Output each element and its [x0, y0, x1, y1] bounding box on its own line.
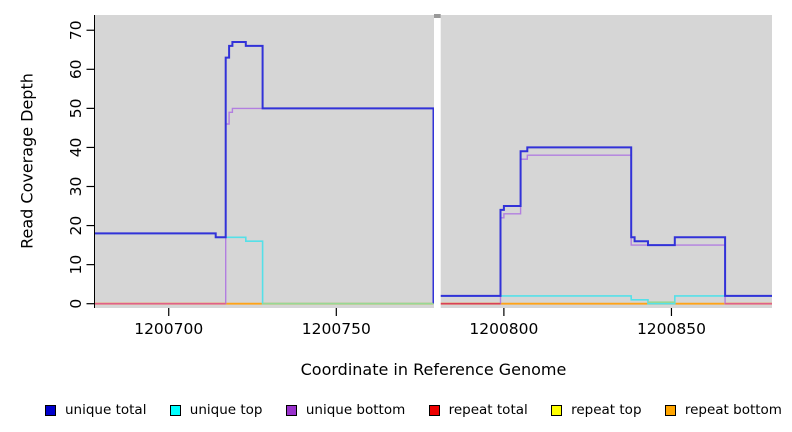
x-tick-label: 1200700 — [134, 320, 203, 338]
y-tick-label: 60 — [67, 59, 85, 79]
y-tick-label: 50 — [67, 99, 85, 119]
y-tick-label: 20 — [67, 216, 85, 236]
y-tick-label: 30 — [67, 177, 85, 197]
legend-label: unique total — [65, 402, 147, 418]
legend-swatch — [551, 404, 563, 416]
legend-item-unique-top: unique top — [169, 402, 263, 418]
y-tick-label: 70 — [67, 20, 85, 40]
legend-swatch — [664, 404, 676, 416]
legend-item-unique-total: unique total — [45, 402, 146, 418]
y-axis-title: Read Coverage Depth — [17, 73, 37, 249]
plot-canvas: 0 10 20 30 40 50 60 70 1200700 1200750 1200800 1200… — [67, 14, 772, 338]
y-tick-label: 10 — [67, 255, 85, 275]
legend-item-unique-bottom: unique bottom — [285, 402, 406, 418]
legend-label: repeat total — [448, 402, 528, 418]
legend-label: repeat top — [571, 402, 642, 418]
legend: unique total unique top unique bottom repea… — [0, 398, 792, 422]
legend-item-repeat-total: repeat total — [428, 402, 528, 418]
coverage-gap-band — [434, 14, 441, 308]
legend-swatch — [428, 404, 440, 416]
x-tick-label: 1200750 — [302, 320, 371, 338]
legend-label: unique top — [189, 402, 263, 418]
series-line-unique-total — [440, 146, 772, 297]
series-line-unique-total — [95, 41, 435, 304]
legend-swatch — [285, 404, 297, 416]
x-tick-label: 1200850 — [637, 320, 706, 338]
x-axis-title: Coordinate in Reference Genome — [300, 360, 567, 379]
legend-item-repeat-bottom: repeat bottom — [664, 402, 782, 418]
y-tick-label: 0 — [67, 299, 85, 309]
legend-swatch — [45, 404, 56, 416]
legend-item-repeat-top: repeat top — [551, 402, 642, 418]
y-tick-label: 40 — [67, 138, 85, 158]
legend-label: repeat bottom — [684, 402, 782, 418]
x-tick-label: 1200800 — [469, 320, 538, 338]
gap-top-mark — [434, 14, 441, 18]
legend-label: unique bottom — [305, 402, 406, 418]
legend-swatch — [169, 404, 181, 416]
